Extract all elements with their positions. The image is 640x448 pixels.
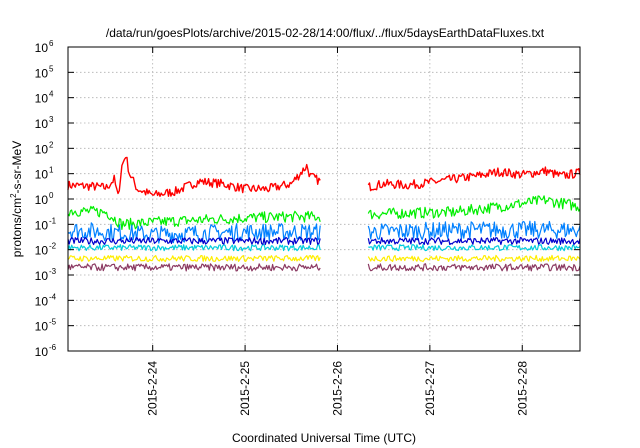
y-tick-label: 10 <box>35 218 49 232</box>
y-tick-label: 10 <box>35 320 49 334</box>
series-line <box>367 195 581 220</box>
y-tick-base: 10 <box>35 345 49 359</box>
y-tick-exponent: 0 <box>49 191 54 200</box>
y-axis-label-prefix: protons/cm <box>10 198 24 257</box>
y-tick-label: 10 <box>35 142 49 156</box>
x-tick-label: 2015-2-27 <box>423 361 437 416</box>
chart-title: /data/run/goesPlots/archive/2015-02-28/1… <box>106 26 545 40</box>
y-tick-exponent: -1 <box>49 216 57 225</box>
y-tick-exponent: 5 <box>49 64 54 73</box>
x-tick-label: 2015-2-28 <box>515 361 529 416</box>
y-tick-base: 10 <box>35 168 49 182</box>
y-tick-exponent: 1 <box>49 166 54 175</box>
y-tick-base: 10 <box>35 66 49 80</box>
y-tick-label: 10 <box>35 41 49 55</box>
series-line <box>67 222 321 244</box>
y-tick-exponent: -2 <box>49 242 57 251</box>
series-line <box>67 156 321 197</box>
y-tick-base: 10 <box>35 218 49 232</box>
x-tick-label: 2015-2-24 <box>146 361 160 416</box>
grid <box>68 47 580 351</box>
y-tick-label: 10 <box>35 168 49 182</box>
series-line <box>367 220 581 241</box>
y-tick-base: 10 <box>35 41 49 55</box>
y-axis-label: protons/cm2-s-sr-MeV <box>9 141 24 257</box>
y-tick-exponent: -4 <box>49 292 57 301</box>
y-tick-base: 10 <box>35 320 49 334</box>
y-tick-exponent: 4 <box>49 90 54 99</box>
x-axis-label: Coordinated Universal Time (UTC) <box>232 431 416 445</box>
y-axis-label-suffix: -s-sr-MeV <box>10 141 24 194</box>
y-tick-exponent: 2 <box>49 140 54 149</box>
series-line <box>367 263 581 272</box>
y-tick-label: 10 <box>35 294 49 308</box>
y-tick-exponent: -3 <box>49 267 57 276</box>
series-line <box>368 244 581 252</box>
y-tick-label: 10 <box>35 193 49 207</box>
y-tick-base: 10 <box>35 244 49 258</box>
series-line <box>67 254 321 262</box>
y-tick-base: 10 <box>35 142 49 156</box>
y-tick-exponent: 3 <box>49 115 54 124</box>
y-tick-base: 10 <box>35 193 49 207</box>
x-tick-label: 2015-2-25 <box>238 361 252 416</box>
series-line <box>67 205 321 230</box>
series-line <box>67 244 321 252</box>
plot-frame <box>67 46 581 352</box>
series-line <box>367 254 581 263</box>
y-tick-label: 10 <box>35 345 49 359</box>
y-tick-base: 10 <box>35 294 49 308</box>
y-tick-label: 10 <box>35 244 49 258</box>
y-tick-label: 10 <box>35 66 49 80</box>
series-line <box>67 236 321 246</box>
series-line <box>67 263 321 272</box>
y-tick-exponent: 6 <box>49 39 54 48</box>
y-tick-exponent: -6 <box>49 343 57 352</box>
x-tick-label: 2015-2-26 <box>330 361 344 416</box>
y-tick-label: 10 <box>35 92 49 106</box>
y-tick-exponent: -5 <box>49 318 57 327</box>
x-axis-ticks: 2015-2-24 2015-2-25 2015-2-26 2015-2-27 2015… <box>146 47 529 416</box>
y-tick-base: 10 <box>35 92 49 106</box>
series-line <box>367 166 581 192</box>
y-tick-label: 10 <box>35 269 49 283</box>
y-tick-label: 10 <box>35 117 49 131</box>
y-axis-label-sup: 2 <box>9 193 18 198</box>
data-series <box>67 156 581 272</box>
y-tick-base: 10 <box>35 117 49 131</box>
y-tick-base: 10 <box>35 269 49 283</box>
series-line <box>367 236 581 246</box>
